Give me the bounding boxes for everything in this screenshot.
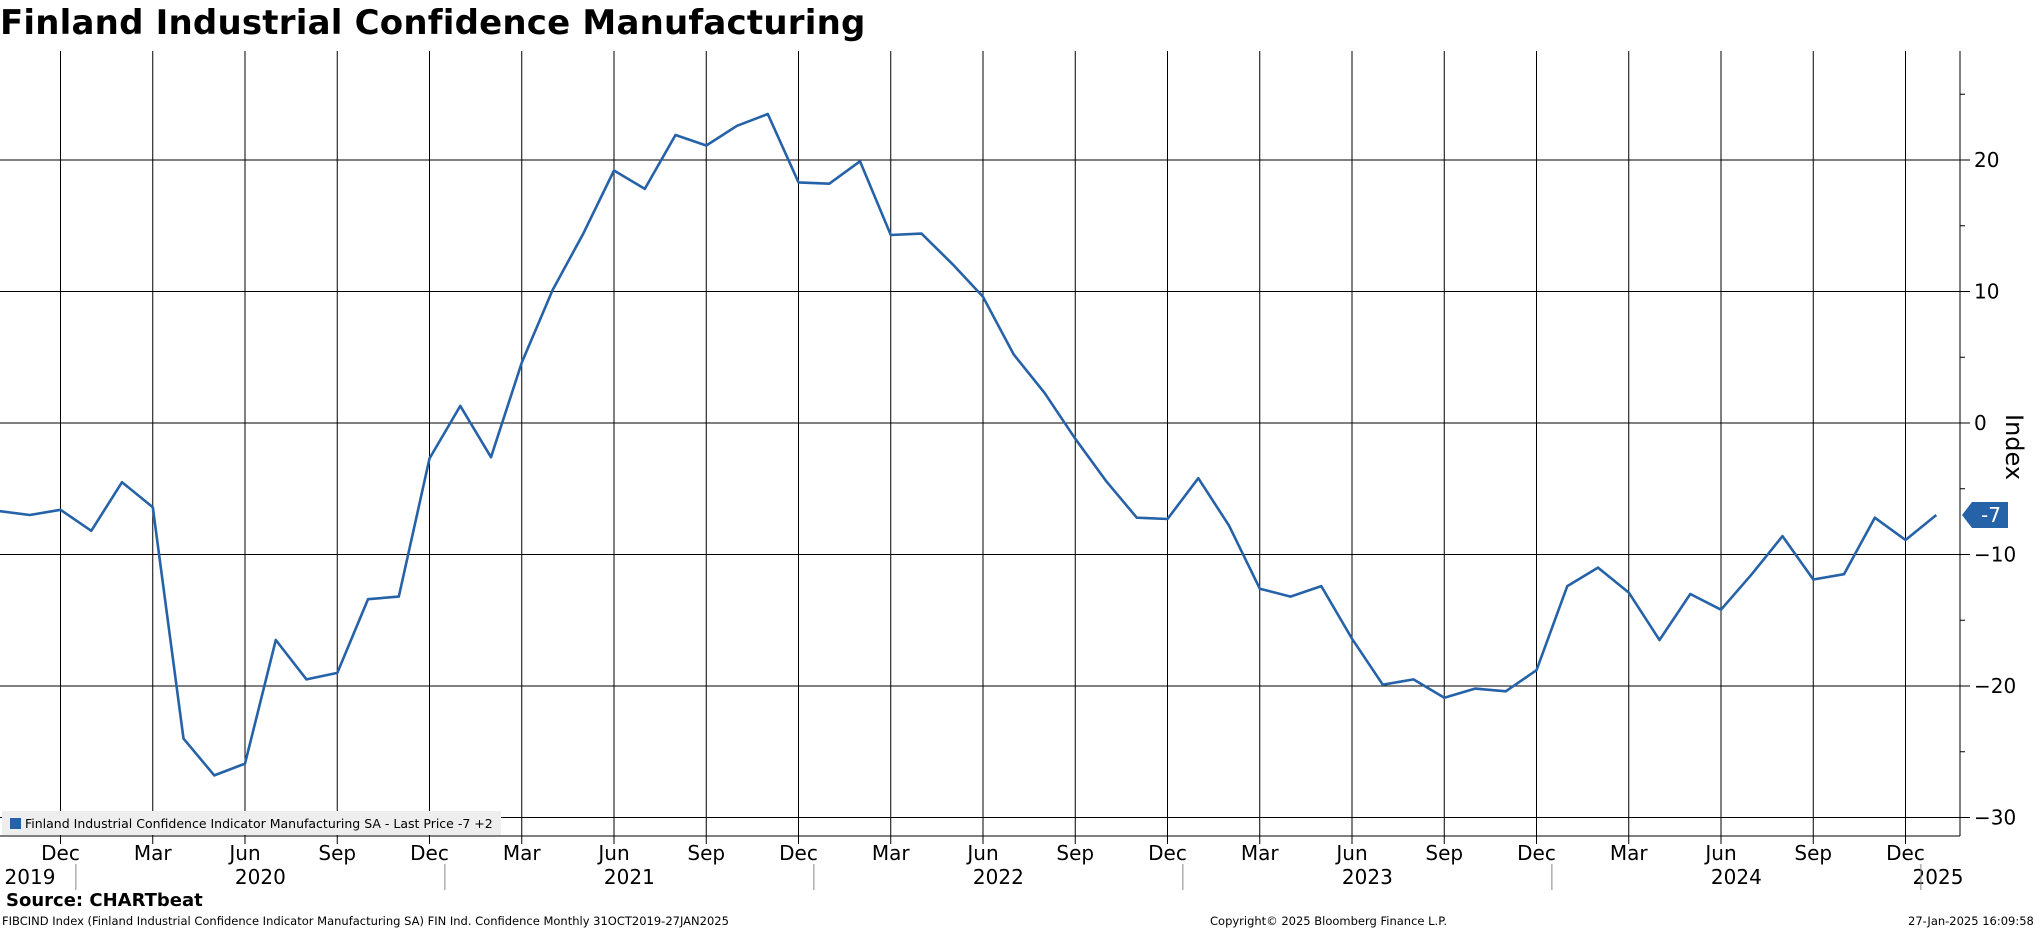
chart-title: Finland Industrial Confidence Manufactur… (0, 3, 866, 43)
x-tick-label: Sep (1794, 841, 1832, 865)
year-label: 2021 (604, 865, 655, 889)
x-tick-label: Dec (1148, 841, 1187, 865)
x-tick-label: Dec (41, 841, 80, 865)
year-label: 2019 (5, 865, 56, 889)
x-tick-label: Mar (872, 841, 911, 865)
year-label: 2025 (1913, 865, 1964, 889)
x-tick-label: Mar (134, 841, 173, 865)
source-label: Source: CHARTbeat (6, 890, 203, 911)
x-tick-label: Jun (1703, 841, 1736, 865)
year-label: 2024 (1711, 865, 1762, 889)
y-tick-label: 20 (1974, 148, 1999, 172)
x-tick-label: Sep (1425, 841, 1463, 865)
last-value-badge-shape (1962, 502, 2008, 529)
y-axis-ticks: 20 10 0 −10 −20 −30 (1959, 51, 2016, 836)
x-tick-label: Dec (1517, 841, 1556, 865)
y-tick-label: 10 (1974, 280, 1999, 304)
x-axis: Dec Mar Jun Sep Dec Mar Jun Sep Dec Mar Jun Sep Dec M… (0, 835, 1964, 890)
x-tick-label: Jun (1334, 841, 1367, 865)
x-tick-label: Sep (687, 841, 725, 865)
y-axis-label: Index (2000, 414, 2028, 480)
legend: Finland Industrial Confidence Indicator … (2, 811, 501, 835)
footer-copyright: Copyright© 2025 Bloomberg Finance L.P. (1210, 914, 1447, 928)
x-tick-label: Dec (410, 841, 449, 865)
y-tick-label: 0 (1974, 411, 1987, 435)
x-tick-label: Jun (227, 841, 260, 865)
x-tick-label: Sep (1056, 841, 1094, 865)
last-value-badge: -7 (1962, 502, 2008, 529)
footer-ticker: FIBCIND Index (Finland Industrial Confid… (2, 914, 729, 928)
x-tick-label: Dec (1886, 841, 1925, 865)
y-tick-label: −20 (1974, 674, 2016, 698)
x-tick-label: Mar (1610, 841, 1649, 865)
legend-swatch (10, 817, 21, 829)
series-group (0, 112, 1938, 777)
year-label: 2023 (1342, 865, 1393, 889)
x-tick-label: Sep (318, 841, 356, 865)
footer-timestamp: 27-Jan-2025 16:09:58 (1908, 914, 2034, 928)
vertical-gridlines (60, 51, 1906, 836)
year-label: 2020 (235, 865, 286, 889)
last-value-badge-label: -7 (1981, 503, 2001, 527)
x-tick-label: Mar (1241, 841, 1280, 865)
x-tick-label: Jun (596, 841, 629, 865)
y-tick-label: −30 (1974, 806, 2016, 830)
x-tick-label: Jun (965, 841, 998, 865)
series-line (0, 112, 1938, 777)
horizontal-gridlines (0, 159, 1960, 818)
x-tick-label: Mar (503, 841, 542, 865)
legend-label: Finland Industrial Confidence Indicator … (25, 815, 493, 831)
y-tick-label: −10 (1974, 543, 2016, 567)
x-tick-label: Dec (779, 841, 818, 865)
year-label: 2022 (973, 865, 1024, 889)
